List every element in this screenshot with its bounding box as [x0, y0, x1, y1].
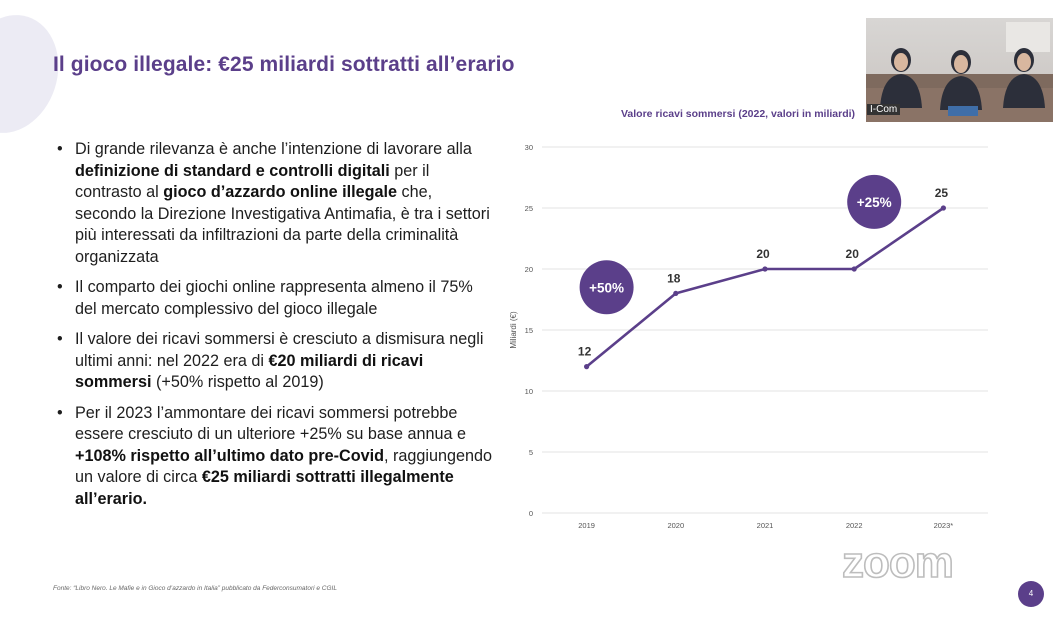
- video-participants-image: [866, 22, 1053, 122]
- bullet-item: • Il valore dei ricavi sommersi è cresciu…: [57, 329, 497, 394]
- y-tick-label: 30: [525, 143, 533, 152]
- bullet-dot-icon: •: [57, 140, 63, 158]
- zoom-watermark: zoom: [841, 537, 954, 588]
- y-axis-ticks: 0 5 10 15 20 25 30: [525, 143, 533, 518]
- bullet-segment: Il valore dei ricavi sommersi è cresciut…: [75, 330, 484, 370]
- data-label: 18: [667, 271, 681, 285]
- bullet-segment: €25 miliardi sottratti illegalmente all’…: [75, 468, 454, 508]
- data-label: 20: [756, 247, 770, 261]
- data-point: [673, 290, 679, 296]
- x-tick-label: 2022: [846, 521, 863, 530]
- data-label: 25: [935, 186, 949, 200]
- growth-badge-label: +25%: [857, 195, 892, 210]
- bullet-item: • Il comparto dei giochi online rappresen…: [57, 277, 497, 320]
- y-tick-label: 15: [525, 326, 533, 335]
- bullet-segment: , raggiungendo un valore di circa: [75, 446, 492, 487]
- growth-badge-label: +50%: [589, 280, 624, 295]
- bullet-segment: €20 miliardi di ricavi sommersi: [75, 351, 424, 392]
- y-tick-label: 10: [525, 387, 533, 396]
- bullet-segment: Il comparto dei giochi online rappresent…: [75, 278, 473, 318]
- bullet-text: Il comparto dei giochi online rappresent…: [75, 278, 473, 318]
- bullet-segment: (+50% rispetto al 2019): [151, 373, 324, 391]
- chart-annotations: +50% +25%: [579, 174, 902, 315]
- x-tick-label: 2020: [667, 521, 684, 530]
- x-tick-label: 2023*: [934, 521, 954, 530]
- bullet-segment: Per il 2023 l’ammontare dei ricavi somme…: [75, 403, 466, 444]
- y-tick-label: 0: [529, 509, 533, 518]
- video-label: I-Com: [867, 104, 901, 115]
- bullet-item: • Per il 2023 l’ammontare dei ricavi somm…: [57, 403, 497, 511]
- source-note: Fonte: “Libro Nero. Le Mafie e in Gioco …: [53, 585, 337, 592]
- bullet-segment: Di grande rilevanza è anche l’intenzione…: [75, 140, 472, 158]
- bullet-text: Di grande rilevanza è anche l’intenzione…: [75, 140, 490, 266]
- data-point: [851, 266, 857, 272]
- bullet-dot-icon: •: [57, 330, 63, 348]
- x-tick-label: 2019: [578, 521, 595, 530]
- chart-title: Valore ricavi sommersi (2022, valori in …: [621, 108, 856, 120]
- bullet-segment: gioco d’azzardo online illegale: [163, 183, 398, 201]
- y-axis-label: Miliardi (€): [509, 311, 518, 349]
- bullet-dot-icon: •: [57, 278, 63, 296]
- data-labels: 12 18 20 20 25: [578, 186, 948, 359]
- bullet-segment: +108% rispetto all’ultimo dato pre-Covid: [75, 446, 384, 465]
- growth-badge: [847, 174, 902, 229]
- bullet-dot-icon: •: [57, 403, 63, 422]
- bullet-item: • Di grande rilevanza è anche l’intenzion…: [57, 139, 497, 268]
- y-tick-label: 5: [529, 448, 533, 457]
- chart-grid: [542, 146, 988, 514]
- video-thumbnail[interactable]: I-Com: [866, 18, 1053, 122]
- page-number-badge: 4: [1018, 581, 1044, 607]
- data-point: [762, 266, 768, 272]
- data-label: 12: [578, 345, 592, 359]
- bullet-segment: che, secondo la Direzione Investigativa …: [75, 183, 490, 266]
- series-line: [585, 206, 945, 368]
- bullet-text: Il valore dei ricavi sommersi è cresciut…: [75, 330, 483, 391]
- bullet-list: • Di grande rilevanza è anche l’intenzion…: [57, 139, 497, 519]
- bullet-segment: per il contrasto al: [75, 161, 430, 202]
- slide-title: Il gioco illegale: €25 miliardi sottratt…: [53, 53, 515, 76]
- bullet-text: Per il 2023 l’ammontare dei ricavi somme…: [75, 404, 492, 508]
- x-tick-label: 2021: [757, 521, 774, 530]
- data-label: 20: [846, 247, 860, 261]
- growth-badge: [579, 260, 634, 315]
- bullet-segment: definizione di standard e controlli digi…: [75, 161, 390, 180]
- data-point: [940, 205, 946, 211]
- x-axis-ticks: 2019 2020 2021 2022 2023*: [578, 521, 953, 530]
- chart-series: [584, 205, 946, 370]
- y-tick-label: 25: [525, 204, 533, 213]
- y-tick-label: 20: [525, 265, 533, 274]
- data-point: [584, 364, 590, 370]
